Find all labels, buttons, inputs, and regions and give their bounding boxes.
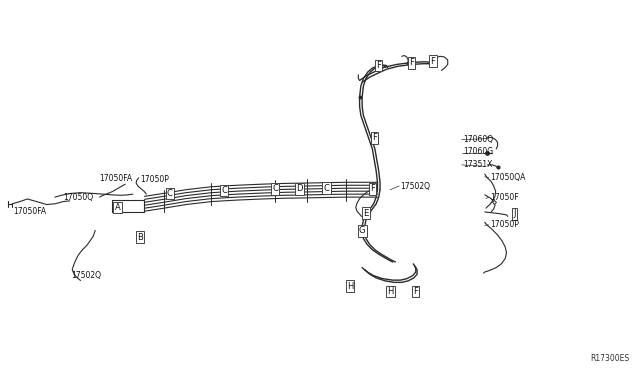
Text: 17050F: 17050F xyxy=(490,193,518,202)
Text: B: B xyxy=(137,232,143,242)
Text: 17502Q: 17502Q xyxy=(401,182,431,190)
Text: 17050FA: 17050FA xyxy=(100,174,133,183)
Text: C: C xyxy=(221,186,227,195)
Text: F: F xyxy=(372,133,377,142)
Text: C: C xyxy=(167,189,173,198)
Text: 17050Q: 17050Q xyxy=(63,193,93,202)
Text: F: F xyxy=(431,57,435,65)
Text: F: F xyxy=(376,61,381,70)
Text: H: H xyxy=(387,287,394,296)
Text: D: D xyxy=(296,185,303,193)
Text: 17050QA: 17050QA xyxy=(490,173,525,182)
Text: G: G xyxy=(359,226,365,235)
Text: J: J xyxy=(513,209,516,218)
Text: H: H xyxy=(347,282,353,291)
Text: 17050P: 17050P xyxy=(140,175,169,184)
Text: F: F xyxy=(409,58,413,67)
Text: F: F xyxy=(413,287,418,296)
Text: 17502Q: 17502Q xyxy=(71,271,101,280)
Text: E: E xyxy=(364,209,369,218)
Text: R17300ES: R17300ES xyxy=(591,354,630,363)
Text: 17060G: 17060G xyxy=(463,147,493,156)
Text: 17351X: 17351X xyxy=(463,160,492,169)
Text: F: F xyxy=(370,185,375,193)
Text: C: C xyxy=(323,184,330,193)
Text: 17050FA: 17050FA xyxy=(13,208,47,217)
Text: A: A xyxy=(115,203,120,212)
Text: C: C xyxy=(273,185,278,193)
Text: 17060Q: 17060Q xyxy=(463,135,493,144)
Text: 17050P: 17050P xyxy=(490,221,519,230)
